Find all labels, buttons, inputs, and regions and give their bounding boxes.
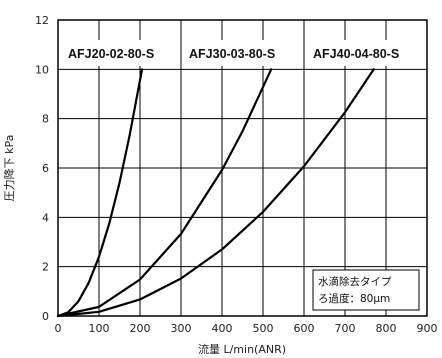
y-tick-label: 10 [35,63,49,76]
note-frame [312,269,420,311]
series-labels: AFJ20-02-80-S AFJ30-03-80-S AFJ40-04-80-… [60,40,425,66]
note-line-2: ろ過度：80μm [318,292,390,305]
note-box: 水滴除去タイプ ろ過度：80μm [312,269,420,311]
x-tick-label: 500 [253,322,274,335]
x-tick-label: 600 [294,322,315,335]
note-line-1: 水滴除去タイプ [318,275,392,288]
x-tick-label: 0 [55,322,62,335]
plot-frame [57,19,428,317]
x-tick-label: 300 [171,322,192,335]
series-label-bg [60,40,176,66]
series-curve-2 [56,68,273,318]
y-tick-label: 6 [42,162,49,175]
x-tick-label: 400 [212,322,233,335]
y-tick-label: 2 [42,261,49,274]
y-tick-label: 0 [42,310,49,323]
series-label-afj40: AFJ40-04-80-S [313,47,399,61]
x-axis-label: 流量 L/min(ANR) [198,342,286,356]
series-label-afj20: AFJ20-02-80-S [68,47,154,61]
series-label-bg [182,40,300,66]
grid-lines [58,20,427,316]
x-tick-label: 700 [335,322,356,335]
series-label-afj30: AFJ30-03-80-S [189,47,275,61]
series-curves [56,68,375,318]
series-curve-3 [56,68,375,318]
y-tick-label: 8 [42,113,49,126]
tick-labels: 0 100 200 300 400 500 600 700 800 900 0 2 4 6 8 10 12 [35,14,438,335]
x-tick-label: 200 [130,322,151,335]
series-label-bg [305,40,425,66]
y-tick-label: 4 [42,211,49,224]
x-tick-label: 900 [417,322,438,335]
y-axis-label: 圧力降下 kPa [2,135,16,202]
x-tick-label: 100 [89,322,110,335]
series-curve-1 [56,68,144,318]
x-tick-label: 800 [376,322,397,335]
y-tick-label: 12 [35,14,49,27]
